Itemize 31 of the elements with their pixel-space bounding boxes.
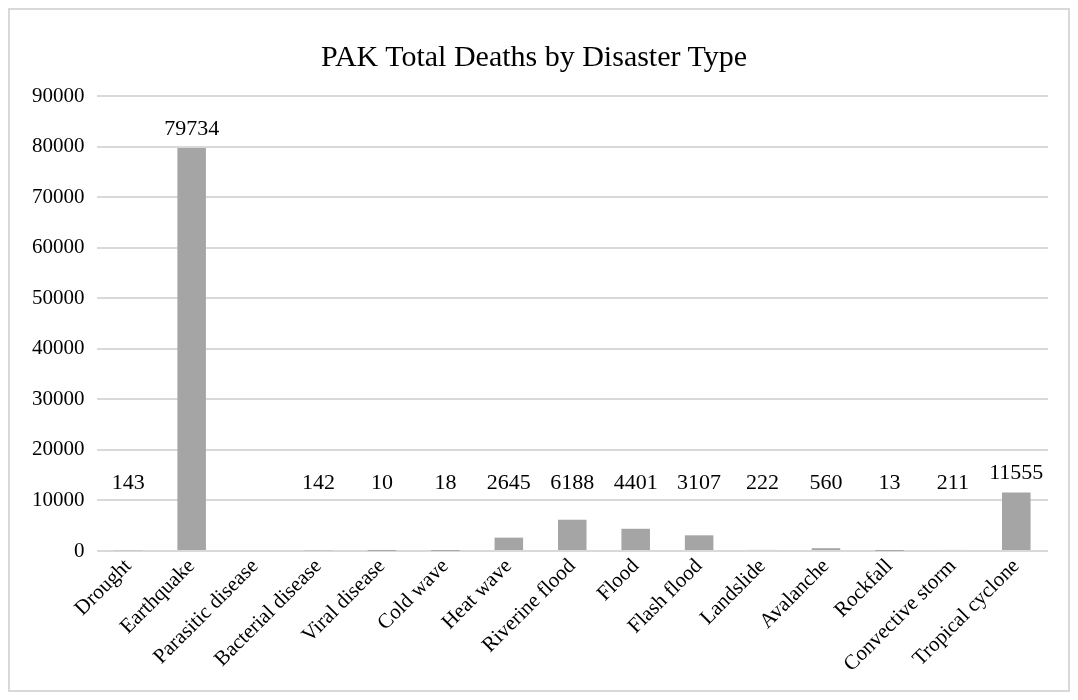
- data-label: 142: [302, 469, 336, 495]
- bar: [1002, 492, 1031, 551]
- data-label: 3107: [677, 469, 722, 495]
- data-label: 79734: [164, 114, 220, 140]
- y-tick-label: 20000: [32, 436, 85, 461]
- y-tick-label: 40000: [32, 335, 85, 360]
- data-label: 6188: [550, 469, 595, 495]
- y-tick-label: 60000: [32, 234, 85, 259]
- data-label: 4401: [613, 469, 658, 495]
- bar: [684, 535, 714, 551]
- bar: [621, 528, 650, 551]
- chart-title: PAK Total Deaths by Disaster Type: [320, 38, 748, 72]
- y-tick-label: 70000: [32, 183, 85, 208]
- data-label: 10: [370, 469, 393, 495]
- y-tick-label: 10000: [32, 486, 85, 511]
- data-label: 13: [878, 469, 901, 495]
- data-label: 2645: [486, 469, 531, 495]
- data-label: 560: [809, 469, 843, 495]
- y-tick-label: 80000: [32, 133, 85, 158]
- y-tick-label: 90000: [32, 82, 85, 107]
- bar: [494, 537, 524, 551]
- data-label: 143: [111, 469, 145, 495]
- y-tick-label: 0: [74, 537, 85, 562]
- data-label: 211: [936, 469, 969, 495]
- y-tick-label: 30000: [32, 385, 85, 410]
- bar: [177, 147, 206, 551]
- y-tick-label: 50000: [32, 284, 85, 309]
- bar: [557, 519, 587, 551]
- data-label: 11555: [989, 459, 1044, 485]
- data-label: 18: [434, 469, 457, 495]
- data-label: 222: [746, 469, 780, 495]
